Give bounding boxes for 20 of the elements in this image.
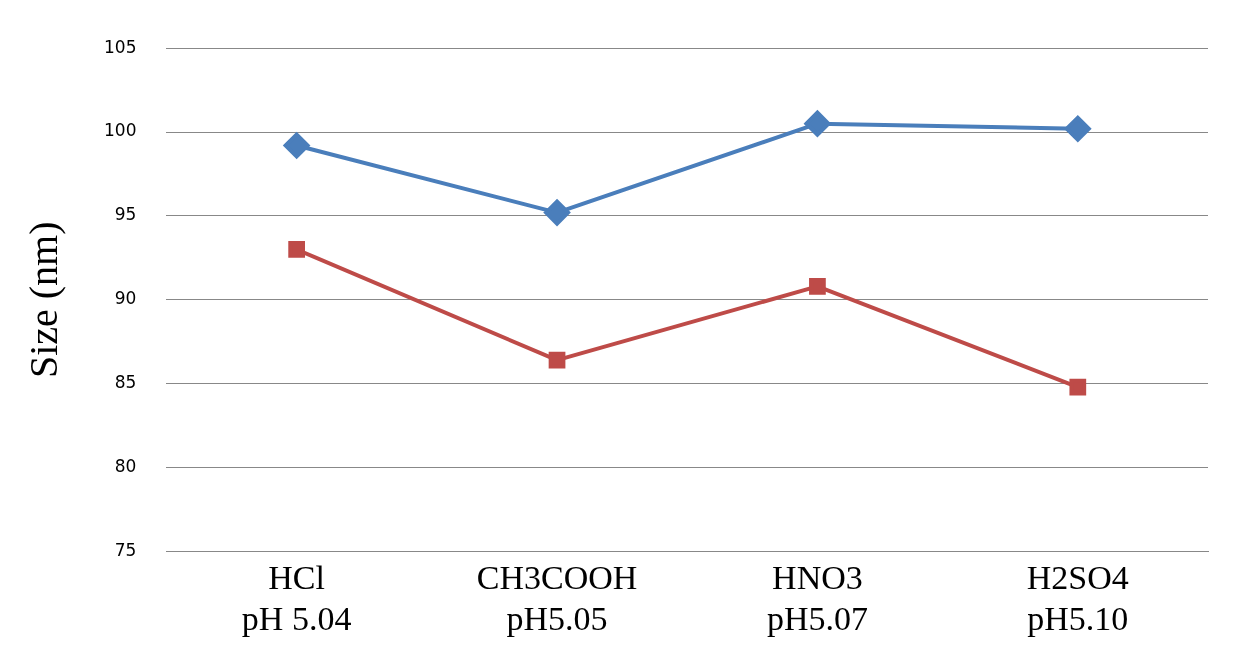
y-tick-label: 95 xyxy=(114,204,137,225)
point xyxy=(1069,378,1087,396)
point xyxy=(288,241,306,258)
x-tick-label: CH3COOH pH5.05 xyxy=(476,558,638,637)
y-tick-label: 100 xyxy=(103,120,137,141)
point xyxy=(804,110,831,137)
y-axis-title: Size (nm) xyxy=(20,221,66,379)
y-tick-label: 80 xyxy=(114,455,137,476)
x-tick-label: HCl pH 5.04 xyxy=(241,558,352,637)
y-tick-label: 105 xyxy=(103,36,137,57)
y-tick-label: 90 xyxy=(114,288,137,309)
point xyxy=(283,132,310,159)
x-tick-label: H2SO4 pH5.10 xyxy=(1026,558,1129,637)
point xyxy=(544,199,571,226)
point xyxy=(1064,115,1091,142)
point xyxy=(809,278,826,295)
x-tick-label: HNO3 pH5.07 xyxy=(766,558,868,637)
y-tick-label: 85 xyxy=(114,372,137,393)
y-tick-label: 75 xyxy=(114,539,137,560)
point xyxy=(548,351,566,369)
